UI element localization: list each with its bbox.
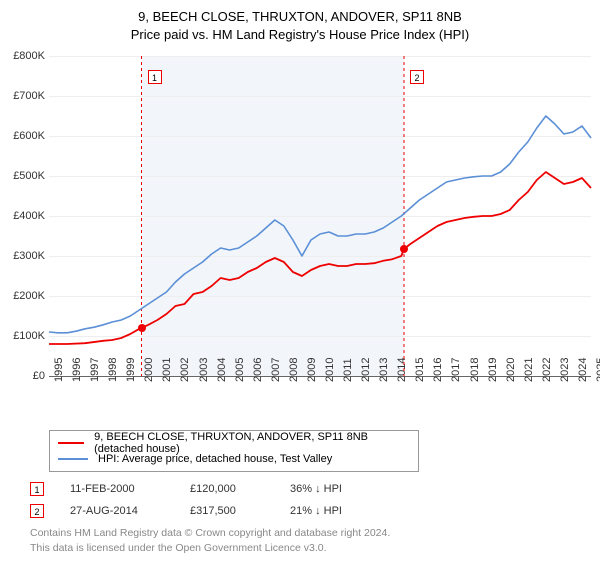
chart-area: £0 £100K £200K £300K £400K £500K £600K £700K £80… <box>0 48 600 428</box>
y-tick-label: £400K <box>13 210 45 222</box>
footer-line-2: This data is licensed under the Open Gov… <box>30 541 580 555</box>
sales-marker-icon: 1 <box>30 482 44 496</box>
legend-swatch <box>58 458 88 460</box>
y-tick-label: £800K <box>13 50 45 62</box>
sales-marker-icon: 2 <box>30 504 44 518</box>
sales-row: 1 11-FEB-2000£120,00036% ↓ HPI <box>30 478 580 500</box>
sales-row: 2 27-AUG-2014£317,50021% ↓ HPI <box>30 500 580 522</box>
y-tick-label: £300K <box>13 250 45 262</box>
title-line-1: 9, BEECH CLOSE, THRUXTON, ANDOVER, SP11 … <box>0 8 600 26</box>
legend-swatch <box>58 442 84 444</box>
x-tick-label: 2025 <box>595 358 600 382</box>
title-line-2: Price paid vs. HM Land Registry's House … <box>0 26 600 44</box>
legend-label: 9, BEECH CLOSE, THRUXTON, ANDOVER, SP11 … <box>94 431 410 455</box>
y-tick-label: £100K <box>13 330 45 342</box>
legend-label: HPI: Average price, detached house, Test… <box>98 453 332 465</box>
footer-attribution: Contains HM Land Registry data © Crown c… <box>30 526 580 554</box>
sales-date: 27-AUG-2014 <box>70 505 190 517</box>
y-tick-label: £200K <box>13 290 45 302</box>
sales-pct: 21% ↓ HPI <box>290 505 380 517</box>
y-tick-label: £0 <box>33 370 45 382</box>
y-tick-label: £600K <box>13 130 45 142</box>
sales-pct: 36% ↓ HPI <box>290 483 380 495</box>
sales-table: 1 11-FEB-2000£120,00036% ↓ HPI 2 27-AUG-201… <box>30 478 580 522</box>
y-tick-label: £500K <box>13 170 45 182</box>
y-tick-label: £700K <box>13 90 45 102</box>
chart-container: 9, BEECH CLOSE, THRUXTON, ANDOVER, SP11 … <box>0 0 600 555</box>
legend-row: 9, BEECH CLOSE, THRUXTON, ANDOVER, SP11 … <box>58 435 410 451</box>
legend-box: 9, BEECH CLOSE, THRUXTON, ANDOVER, SP11 … <box>49 430 419 472</box>
footer-line-1: Contains HM Land Registry data © Crown c… <box>30 526 580 540</box>
sales-date: 11-FEB-2000 <box>70 483 190 495</box>
sales-price: £317,500 <box>190 505 290 517</box>
sales-price: £120,000 <box>190 483 290 495</box>
plot-area <box>49 56 591 376</box>
title-block: 9, BEECH CLOSE, THRUXTON, ANDOVER, SP11 … <box>0 0 600 48</box>
